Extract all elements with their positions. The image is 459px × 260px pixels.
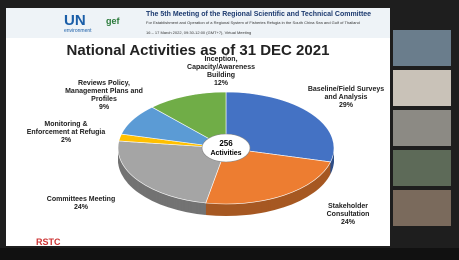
value-label: 12% bbox=[181, 80, 261, 88]
category-label: Baseline/Field Surveys and Analysis bbox=[306, 86, 386, 102]
meeting-toolbar[interactable] bbox=[0, 248, 459, 260]
video-thumbnail[interactable] bbox=[393, 110, 451, 146]
screen: UN environment gef The 5th Meeting of th… bbox=[0, 0, 459, 260]
video-thumbnail[interactable] bbox=[393, 190, 451, 226]
video-thumbnail[interactable] bbox=[393, 70, 451, 106]
video-thumbnail[interactable] bbox=[393, 150, 451, 186]
value-label: 29% bbox=[306, 102, 386, 110]
slide: UN environment gef The 5th Meeting of th… bbox=[6, 8, 390, 246]
category-label: Reviews Policy, Management Plans and Pro… bbox=[64, 80, 144, 104]
footer-tag: RSTC bbox=[36, 237, 61, 246]
category-label: Monitoring & Enforcement at Refugia bbox=[26, 121, 106, 137]
slice-label: Reviews Policy, Management Plans and Pro… bbox=[64, 80, 144, 112]
value-label: 24% bbox=[41, 204, 121, 212]
value-label: 24% bbox=[308, 219, 388, 227]
category-label: Stakeholder Consultation bbox=[308, 203, 388, 219]
value-label: 9% bbox=[64, 104, 144, 112]
video-thumbnail[interactable] bbox=[393, 30, 451, 66]
center-value: 256 bbox=[219, 139, 233, 148]
category-label: Committees Meeting bbox=[41, 196, 121, 204]
center-text: Activities bbox=[210, 150, 241, 157]
category-label: Inception, Capacity/Awareness Building bbox=[181, 56, 261, 80]
value-label: 2% bbox=[26, 137, 106, 145]
